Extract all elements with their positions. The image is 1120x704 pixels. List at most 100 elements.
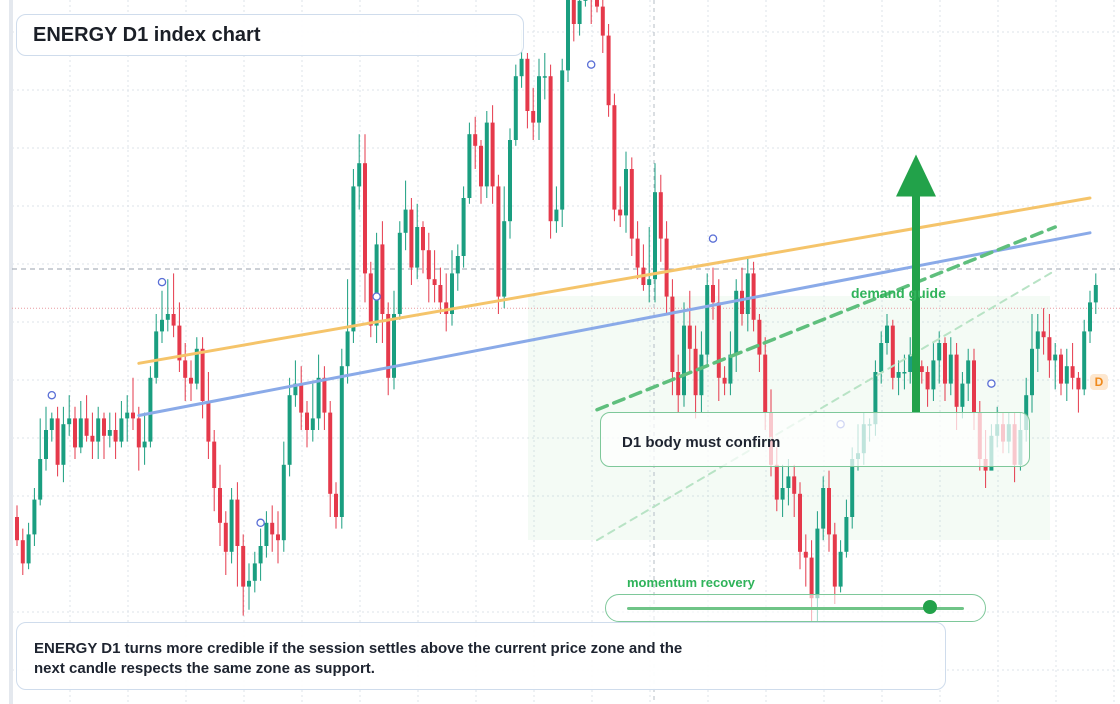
candle-body bbox=[177, 325, 182, 361]
candle-body bbox=[931, 360, 936, 390]
candle bbox=[583, 0, 588, 7]
candle bbox=[1035, 314, 1040, 372]
candle-body bbox=[339, 366, 344, 517]
candle bbox=[1093, 273, 1098, 314]
candle-body bbox=[322, 377, 327, 413]
candle-body bbox=[189, 377, 193, 384]
candle-body bbox=[403, 209, 408, 233]
candle-body bbox=[908, 354, 913, 372]
candle bbox=[183, 343, 188, 401]
candle-body bbox=[397, 232, 402, 314]
candle bbox=[827, 470, 831, 552]
candle-body bbox=[345, 331, 350, 367]
candle-body bbox=[1024, 395, 1029, 430]
momentum-label: momentum recovery bbox=[627, 575, 755, 590]
candle-body bbox=[264, 522, 269, 546]
signal-marker bbox=[372, 292, 381, 301]
candle-body bbox=[20, 540, 25, 564]
candle-body bbox=[577, 0, 582, 25]
candle bbox=[444, 273, 449, 332]
momentum-slider[interactable] bbox=[605, 594, 986, 622]
candle bbox=[479, 140, 483, 204]
candle-body bbox=[647, 279, 652, 285]
candle bbox=[467, 122, 472, 204]
candle bbox=[212, 430, 217, 512]
candle-body bbox=[484, 122, 489, 187]
candle bbox=[716, 279, 721, 401]
trendline-green-faint bbox=[596, 269, 1057, 542]
momentum-thumb[interactable] bbox=[923, 600, 938, 614]
candle-body bbox=[171, 314, 176, 326]
candle-body bbox=[212, 441, 217, 488]
candle-body bbox=[676, 372, 681, 396]
confirm-card: D1 body must confirm bbox=[600, 412, 1030, 467]
candle-body bbox=[26, 534, 31, 564]
candle-body bbox=[1030, 348, 1034, 396]
candle-body bbox=[165, 314, 170, 320]
candle bbox=[635, 221, 640, 280]
candle-body bbox=[426, 250, 431, 280]
candle-body bbox=[218, 488, 222, 523]
candle bbox=[734, 279, 739, 372]
candle bbox=[740, 267, 744, 326]
candle bbox=[960, 372, 965, 419]
candle-body bbox=[966, 360, 971, 384]
candle bbox=[73, 406, 77, 459]
candle-body bbox=[844, 517, 849, 552]
candle bbox=[328, 401, 333, 517]
candle bbox=[374, 232, 379, 343]
candle-body bbox=[421, 227, 425, 251]
candle-body bbox=[258, 546, 263, 564]
candle-body bbox=[606, 35, 611, 106]
candle-body bbox=[467, 134, 472, 198]
candle bbox=[1076, 372, 1081, 413]
candle bbox=[409, 198, 414, 285]
candle bbox=[757, 314, 762, 372]
candle-body bbox=[1059, 354, 1063, 384]
candle bbox=[890, 319, 895, 390]
signal-marker bbox=[47, 390, 57, 400]
candle-body bbox=[1076, 377, 1081, 390]
candle bbox=[490, 105, 495, 204]
candle bbox=[1070, 343, 1075, 390]
candle bbox=[641, 244, 646, 291]
candle bbox=[403, 180, 408, 251]
candle bbox=[241, 534, 246, 616]
candle-body bbox=[496, 186, 501, 297]
candle-body bbox=[432, 279, 437, 285]
last-price-badge: D bbox=[1090, 374, 1108, 390]
candle bbox=[943, 337, 947, 401]
candle-body bbox=[803, 551, 808, 558]
candle bbox=[392, 290, 396, 390]
candle-body bbox=[682, 325, 686, 396]
candle-body bbox=[84, 418, 89, 436]
candle-body bbox=[461, 198, 466, 256]
candle-body bbox=[658, 192, 663, 239]
candle-body bbox=[229, 499, 234, 552]
candle-body bbox=[281, 464, 286, 541]
candle bbox=[107, 412, 112, 448]
candle-body bbox=[270, 522, 275, 535]
candle bbox=[438, 267, 443, 314]
candle-body bbox=[502, 221, 507, 297]
candle bbox=[728, 331, 733, 396]
candle bbox=[1047, 314, 1052, 378]
candle bbox=[925, 366, 930, 407]
candle-body bbox=[1035, 331, 1040, 349]
candle bbox=[125, 395, 130, 442]
candle-body bbox=[612, 105, 617, 210]
candle-body bbox=[316, 377, 321, 419]
candle bbox=[415, 203, 420, 280]
trendlines bbox=[137, 196, 1092, 542]
candle bbox=[600, 0, 605, 53]
candle bbox=[287, 377, 292, 477]
candle bbox=[136, 406, 141, 471]
candle-body bbox=[948, 354, 953, 384]
candle bbox=[177, 302, 182, 372]
candle-body bbox=[154, 331, 159, 378]
candle-body bbox=[473, 134, 478, 146]
candle bbox=[305, 401, 309, 448]
candle bbox=[590, 0, 592, 24]
candle bbox=[705, 273, 710, 367]
candle bbox=[119, 401, 124, 448]
